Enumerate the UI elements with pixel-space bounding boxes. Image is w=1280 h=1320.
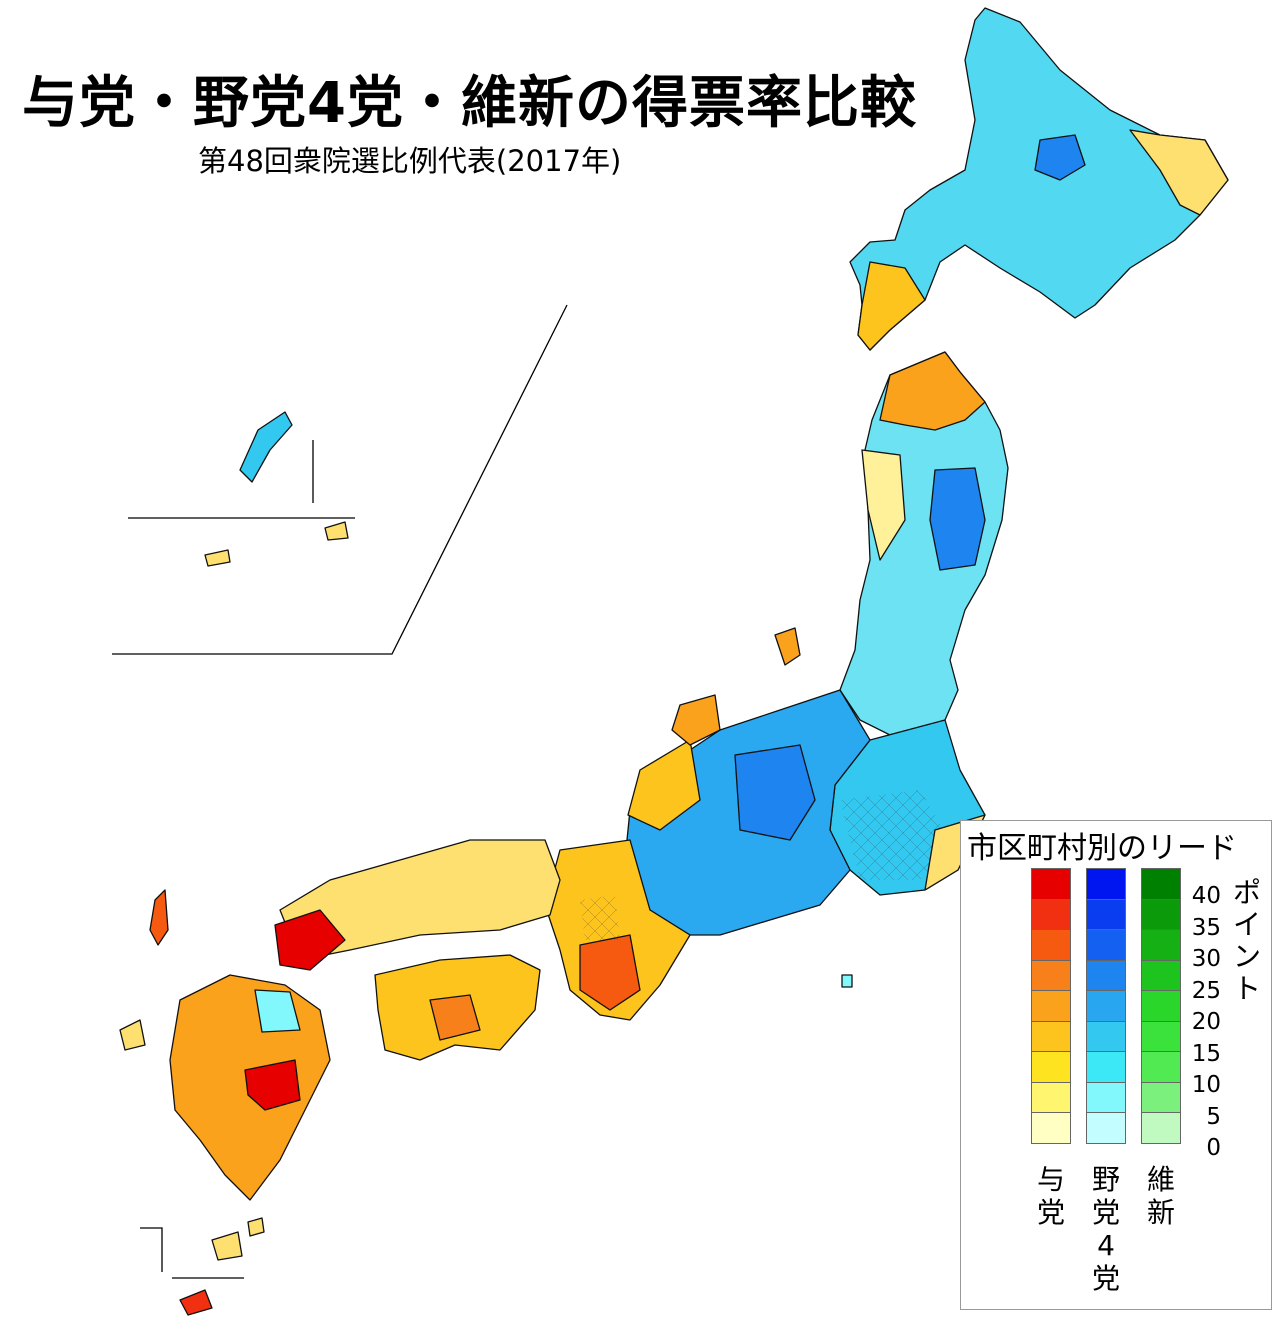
kyushu-central-block (244, 1059, 301, 1111)
hokkaido-central-block (1034, 134, 1086, 181)
legend-swatch (1086, 868, 1126, 900)
legend-tick: 40 (1191, 883, 1221, 909)
southern-islands-red (179, 1289, 213, 1316)
legend-tick: 30 (1191, 946, 1221, 972)
legend-swatch (1141, 898, 1181, 930)
legend-tick: 15 (1191, 1040, 1221, 1067)
hokkaido-south-peninsula (857, 261, 926, 351)
legend-label-char: 与 (1036, 1163, 1065, 1196)
legend-swatch (1031, 990, 1071, 1022)
legend-swatch (1031, 1051, 1071, 1083)
kyushu-tsushima (149, 889, 169, 946)
region-chugoku (279, 839, 561, 961)
inset-frame-diagonal (112, 304, 568, 655)
legend-swatch (1086, 898, 1126, 930)
legend-title: 市区町村別のリード (967, 831, 1237, 866)
legend-swatch (1141, 1020, 1181, 1052)
legend-swatch (1086, 1112, 1126, 1144)
legend-label-ruling: 与党 (1031, 1163, 1071, 1229)
chubu-nagano-block (734, 744, 816, 841)
legend-swatch (1141, 1081, 1181, 1113)
legend-swatch (1031, 868, 1071, 900)
legend-column-ishin (1141, 868, 1181, 1144)
legend-swatch (1141, 929, 1181, 961)
yakushima (247, 1217, 265, 1237)
legend-label-char: 新 (1146, 1196, 1175, 1229)
legend-label-char: 党 (1091, 1262, 1120, 1295)
legend-tick: 25 (1191, 977, 1221, 1004)
chubu-sado (774, 627, 801, 666)
legend-swatch (1141, 1112, 1181, 1144)
legend-swatch (1086, 1051, 1126, 1083)
kanto-urban-area (840, 790, 950, 880)
map-title: 与党・野党4党・維新の得票率比較 (22, 71, 917, 136)
legend-unit-char: イ (1232, 908, 1261, 941)
legend-swatch (1141, 1051, 1181, 1083)
kyushu-north-blue (254, 989, 301, 1033)
legend-column-ruling (1031, 868, 1071, 1144)
legend-label-char: 4 (1097, 1229, 1115, 1262)
kyushu-goto (119, 1019, 146, 1051)
legend-label-char: 野 (1091, 1163, 1120, 1196)
shikoku-inland-block (429, 994, 481, 1041)
legend-swatch (1141, 868, 1181, 900)
legend-label-char: 党 (1036, 1196, 1065, 1229)
legend-unit-char: ン (1232, 940, 1261, 973)
legend-swatch (1031, 1020, 1071, 1052)
map-subtitle: 第48回衆院選比例代表(2017年) (198, 144, 622, 178)
legend-tick: 20 (1191, 1009, 1221, 1035)
legend-unit-char: ポ (1232, 876, 1261, 909)
tohoku-iwate-block (929, 467, 986, 571)
legend-tick: 35 (1191, 914, 1221, 941)
hokkaido-coast-east (1129, 129, 1229, 216)
legend-swatch (1086, 1020, 1126, 1052)
tohoku-akita-west (861, 449, 906, 561)
legend-swatch (1031, 1112, 1071, 1144)
legend-swatch (1086, 1081, 1126, 1113)
legend-label-char: 維 (1146, 1163, 1175, 1196)
kinki-osaka-urban (580, 895, 620, 940)
legend-swatch (1086, 929, 1126, 961)
okinawa-sakishima-islands (204, 521, 349, 567)
chubu-noto-peninsula (671, 694, 721, 746)
legend-ticks: 40 35 30 25 20 15 10 5 0 (1185, 881, 1221, 1165)
tohoku-aomori (879, 351, 986, 431)
legend-swatch (1031, 1081, 1071, 1113)
legend-swatch (1086, 959, 1126, 991)
legend-label-char: 党 (1091, 1196, 1120, 1229)
legend-unit: ポイント (1231, 877, 1263, 1005)
legend-label-ishin: 維新 (1141, 1163, 1181, 1229)
legend-tick: 10 (1191, 1072, 1221, 1098)
legend-swatch (1141, 990, 1181, 1022)
legend-tick: 0 (1206, 1135, 1221, 1161)
legend-column-opposition (1086, 868, 1126, 1144)
legend-unit-char: ト (1232, 972, 1261, 1005)
chubu-hokuriku (627, 739, 701, 831)
kinki-kii-south (579, 934, 641, 1011)
izu-islands (841, 974, 853, 988)
legend-swatch (1031, 898, 1071, 930)
inset-frame-south (140, 1227, 163, 1272)
legend-tick: 5 (1206, 1103, 1221, 1130)
chugoku-yamaguchi (274, 909, 346, 971)
legend-swatch (1141, 959, 1181, 991)
amami-islands (211, 1231, 243, 1261)
okinawa-main-island (239, 411, 293, 483)
region-tohoku (839, 351, 1009, 741)
legend-swatch (1031, 929, 1071, 961)
legend-swatch (1086, 990, 1126, 1022)
legend-swatch (1031, 959, 1071, 991)
